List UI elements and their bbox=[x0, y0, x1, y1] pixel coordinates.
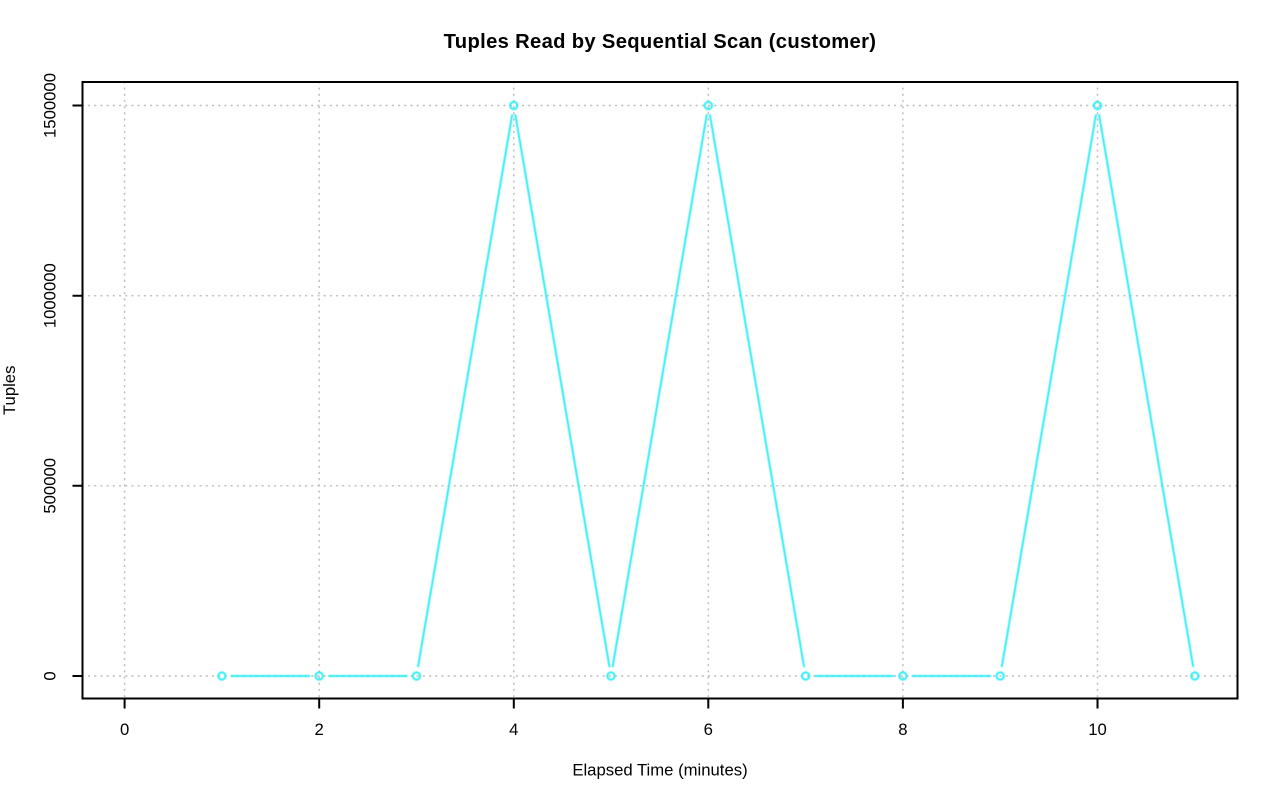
svg-text:0: 0 bbox=[120, 720, 129, 739]
svg-text:1000000: 1000000 bbox=[41, 263, 60, 328]
svg-text:6: 6 bbox=[704, 720, 713, 739]
svg-text:Tuples: Tuples bbox=[0, 366, 19, 415]
svg-text:500000: 500000 bbox=[41, 458, 60, 514]
svg-text:4: 4 bbox=[509, 720, 518, 739]
svg-text:10: 10 bbox=[1088, 720, 1107, 739]
svg-text:Tuples Read by Sequential Scan: Tuples Read by Sequential Scan (customer… bbox=[444, 31, 877, 53]
svg-text:8: 8 bbox=[898, 720, 907, 739]
svg-text:1500000: 1500000 bbox=[41, 73, 60, 138]
svg-text:2: 2 bbox=[315, 720, 324, 739]
svg-text:Elapsed Time (minutes): Elapsed Time (minutes) bbox=[572, 760, 747, 779]
svg-text:0: 0 bbox=[41, 671, 60, 680]
